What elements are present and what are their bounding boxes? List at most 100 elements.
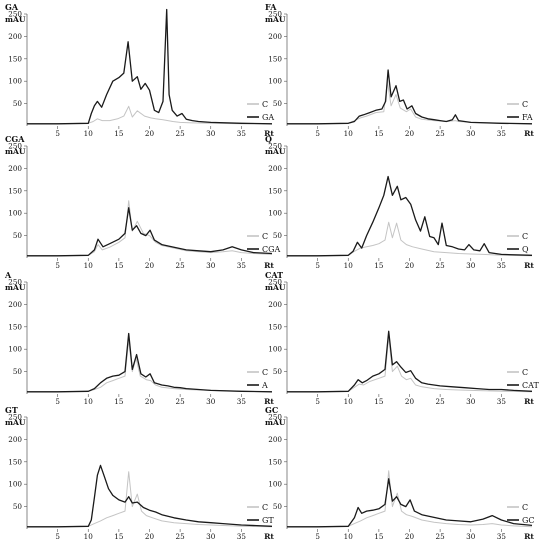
y-tick-label: 250: [8, 10, 22, 19]
x-tick-label: 15: [374, 532, 384, 541]
y-axis-unit-label: mAU: [265, 283, 286, 292]
y-tick-label: 100: [268, 345, 282, 354]
legend-label-c: C: [522, 368, 528, 377]
y-tick-label: 150: [8, 457, 22, 466]
x-tick-label: 25: [176, 397, 186, 406]
x-tick-label: 35: [237, 397, 247, 406]
y-tick-label: 100: [8, 209, 22, 218]
panel-title: GT: [5, 405, 18, 415]
x-tick-label: 5: [55, 261, 60, 270]
x-tick-label: 20: [405, 129, 415, 138]
y-tick-label: 50: [13, 502, 23, 511]
legend-label-a: A: [261, 381, 268, 390]
legend-label-c: C: [262, 100, 268, 109]
x-tick-label: 25: [436, 397, 446, 406]
y-tick-label: 200: [268, 435, 282, 444]
y-axis-unit-label: mAU: [5, 147, 26, 156]
series-line-q: [287, 175, 533, 257]
x-tick-label: 10: [84, 129, 94, 138]
series-line-ga: [27, 8, 273, 125]
x-tick-label: 20: [405, 532, 415, 541]
series-line-c: [287, 336, 533, 393]
x-tick-label: 35: [237, 532, 247, 541]
panel-title: GC: [265, 405, 278, 415]
x-tick-label: 20: [145, 532, 155, 541]
legend-label-c: C: [522, 232, 528, 241]
y-tick-label: 100: [268, 480, 282, 489]
legend-label-ga: GA: [262, 113, 274, 122]
y-axis-unit-label: mAU: [5, 418, 26, 427]
y-tick-label: 50: [273, 231, 283, 240]
x-tick-label: 10: [344, 261, 354, 270]
x-tick-label: 30: [206, 532, 216, 541]
y-axis-unit-label: mAU: [5, 15, 26, 24]
legend-label-gc: GC: [522, 516, 535, 525]
series-line-c: [27, 339, 273, 393]
panel-title: CGA: [5, 134, 25, 144]
y-axis-unit-label: mAU: [5, 283, 26, 292]
y-tick-label: 50: [273, 367, 283, 376]
x-tick-label: 5: [315, 532, 320, 541]
y-tick-label: 150: [8, 186, 22, 195]
x-tick-label: 10: [344, 532, 354, 541]
x-tick-label: 30: [206, 397, 216, 406]
legend-label-cga: CGA: [262, 245, 281, 254]
x-tick-label: 5: [315, 397, 320, 406]
panel-cat: CAT mAU 50 100 150 200 250 5 10 15 20 25 30 35 Rt C CAT: [265, 270, 539, 406]
x-tick-label: 30: [206, 261, 216, 270]
x-axis-label: Rt: [524, 129, 534, 138]
x-tick-label: 30: [466, 532, 476, 541]
y-tick-label: 200: [8, 435, 22, 444]
x-tick-label: 25: [176, 129, 186, 138]
x-axis-label: Rt: [524, 261, 534, 270]
x-tick-label: 25: [436, 532, 446, 541]
x-axis-label: Rt: [264, 261, 274, 270]
series-line-c: [27, 471, 273, 528]
x-tick-label: 10: [84, 397, 94, 406]
x-tick-label: 10: [84, 532, 94, 541]
x-tick-label: 10: [84, 261, 94, 270]
y-tick-label: 100: [8, 77, 22, 86]
x-axis-label: Rt: [264, 129, 274, 138]
series-line-c: [27, 200, 273, 257]
y-tick-label: 150: [268, 457, 282, 466]
y-tick-label: 100: [8, 345, 22, 354]
x-tick-label: 15: [114, 129, 124, 138]
series-line-c: [287, 80, 533, 125]
y-tick-label: 100: [8, 480, 22, 489]
y-tick-label: 150: [8, 54, 22, 63]
x-tick-label: 20: [145, 397, 155, 406]
panel-title: A: [4, 270, 12, 280]
legend-label-q: Q: [522, 245, 529, 254]
x-axis-label: Rt: [524, 397, 534, 406]
x-tick-label: 30: [466, 261, 476, 270]
x-tick-label: 5: [55, 397, 60, 406]
x-tick-label: 30: [466, 129, 476, 138]
x-tick-label: 10: [344, 397, 354, 406]
x-tick-label: 35: [237, 261, 247, 270]
x-tick-label: 35: [497, 261, 507, 270]
x-tick-label: 25: [176, 261, 186, 270]
x-tick-label: 35: [497, 532, 507, 541]
y-axis-unit-label: mAU: [265, 15, 286, 24]
panel-cga: CGA mAU 50 100 150 200 250 5 10 15 20 25 30 35 Rt C CGA: [5, 134, 281, 270]
y-tick-label: 250: [268, 10, 282, 19]
panel-title: Q: [265, 134, 272, 144]
x-tick-label: 5: [55, 532, 60, 541]
x-tick-label: 10: [344, 129, 354, 138]
x-tick-label: 35: [497, 397, 507, 406]
x-tick-label: 20: [405, 397, 415, 406]
series-line-a: [27, 332, 273, 393]
x-axis-label: Rt: [524, 532, 534, 541]
series-line-cat: [287, 330, 533, 393]
x-tick-label: 35: [237, 129, 247, 138]
y-tick-label: 250: [8, 278, 22, 287]
x-tick-label: 15: [374, 261, 384, 270]
panel-title: CAT: [265, 270, 283, 280]
series-line-gc: [287, 478, 533, 528]
series-line-fa: [287, 69, 533, 125]
x-tick-label: 30: [466, 397, 476, 406]
y-tick-label: 100: [268, 209, 282, 218]
